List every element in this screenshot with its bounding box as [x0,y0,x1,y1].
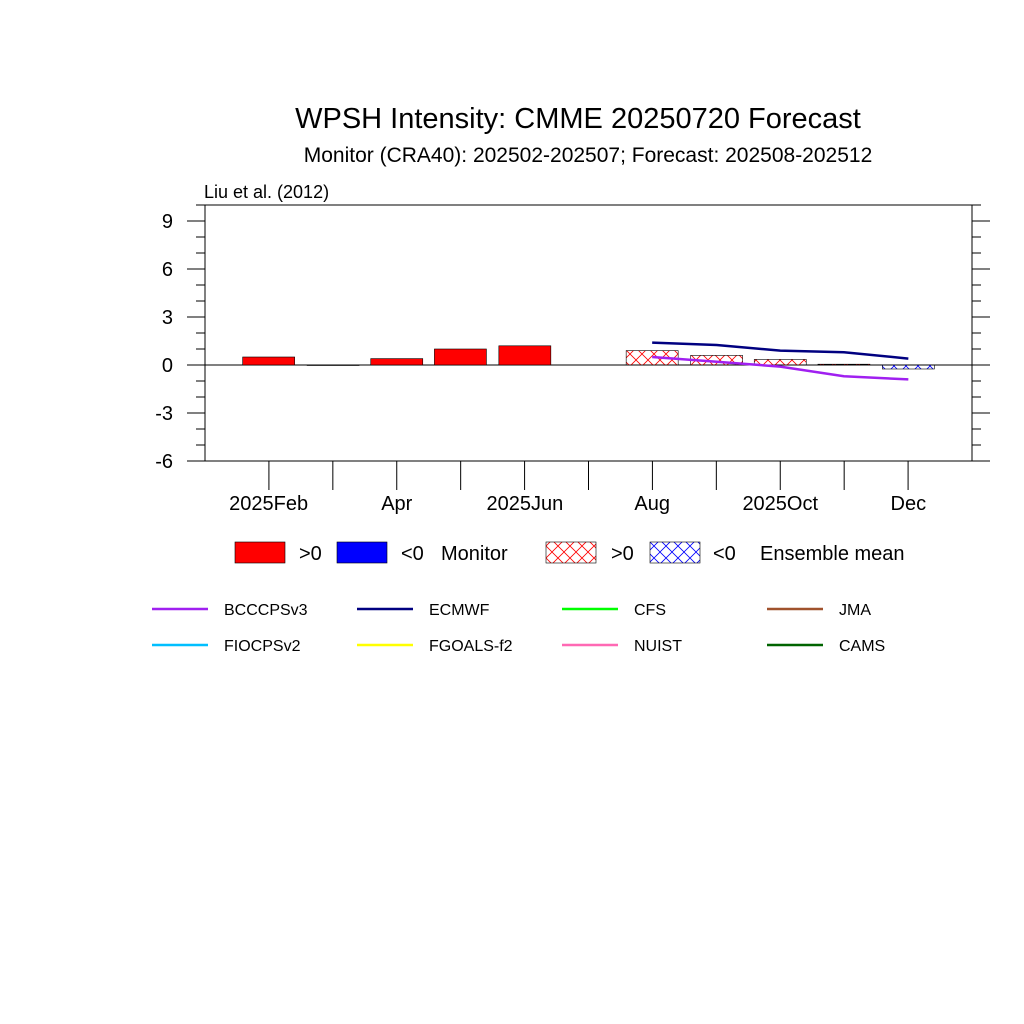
legend-label-monitor: Monitor [441,543,508,565]
legend-swatch-ensemble-neg [649,541,701,564]
ensemble-bar [817,363,871,366]
legend-label-monitor-pos: >0 [299,543,322,565]
x-tick-label: 2025Feb [229,493,308,515]
legend-label-ensemble-neg: <0 [713,543,736,565]
legend-label-fgoals-f2: FGOALS-f2 [429,638,513,655]
legend-label-cfs: CFS [634,602,666,619]
plot-frame [204,204,973,462]
chart-subtitle: Monitor (CRA40): 202502-202507; Forecast… [304,144,873,167]
series-line-ecmwf [652,341,909,360]
x-tick-label: 2025Jun [486,493,563,515]
legend-label-fiocpsv2: FIOCPSv2 [224,638,301,655]
y-tick-label: 9 [162,211,173,233]
legend: >0 <0 Monitor >0 <0 Ensemble mean [234,541,905,565]
y-tick-label: 6 [162,259,173,281]
legend-swatch-monitor-neg [336,541,388,564]
x-tick-label: 2025Oct [742,493,818,515]
x-tick-label: Dec [891,493,927,515]
y-tick-label: -6 [155,451,173,473]
monitor-bar [370,358,424,366]
legend-swatch-ensemble-pos [545,541,597,564]
monitor-bar [434,348,487,366]
legend-label-bcccpsv3: BCCCPSv3 [224,602,308,619]
ensemble-bar [882,364,935,370]
monitor-bar [242,356,295,366]
legend-label-monitor-neg: <0 [401,543,424,565]
corner-label: Liu et al. (2012) [204,182,329,202]
plot-area: -6 -3 0 3 6 9 2025Feb Apr 2025Jun Aug 2025Oct Dec [155,204,990,515]
legend-swatch-monitor-pos [234,541,286,564]
legend-label-ecmwf: ECMWF [429,602,490,619]
series-line-bcccpsv3 [652,355,909,381]
model-legend: BCCCPSv3 ECMWF CFS JMA FIOCPSv2 FGOALS-f2 NUIS… [152,602,885,655]
monitor-bar [498,345,552,366]
legend-label-jma: JMA [839,602,871,619]
y-tick-label: 3 [162,307,173,329]
legend-label-ensemble-pos: >0 [611,543,634,565]
legend-label-cams: CAMS [839,638,885,655]
monitor-bar [306,364,360,366]
x-tick-label: Apr [381,493,412,515]
chart-title: WPSH Intensity: CMME 20250720 Forecast [295,103,861,135]
x-tick-label: Aug [634,493,670,515]
y-tick-label: -3 [155,403,173,425]
legend-label-nuist: NUIST [634,638,682,655]
ensemble-bar [753,359,807,366]
y-tick-label: 0 [162,355,173,377]
legend-label-ensemble: Ensemble mean [760,543,905,565]
